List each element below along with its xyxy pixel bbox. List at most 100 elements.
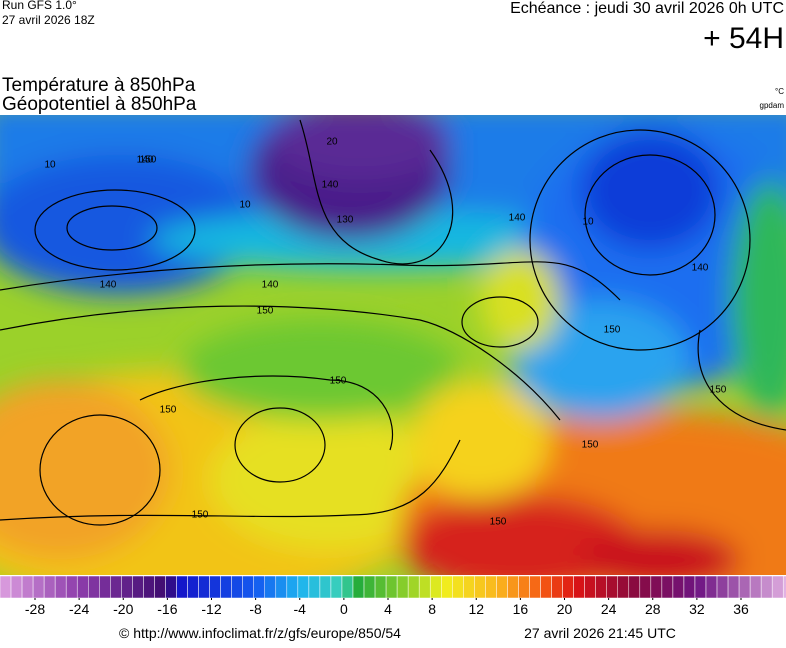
colorbar-tick-label: 24 [601, 601, 617, 617]
colorbar-cell [220, 575, 232, 599]
colorbar-cell [573, 575, 585, 599]
colorbar-cell [21, 575, 34, 599]
colorbar-cell [132, 575, 144, 599]
colorbar-cell [374, 575, 387, 599]
colorbar-cell [551, 575, 563, 599]
colorbar-cell [705, 575, 718, 599]
colorbar-cell [418, 575, 431, 599]
colorbar-cell [650, 575, 663, 599]
colorbar-tick-label: 32 [689, 601, 705, 617]
colorbar-cell [154, 575, 166, 599]
colorbar-cell [672, 575, 685, 599]
colorbar-cell [628, 575, 641, 599]
contour-label: 150 [490, 517, 507, 528]
colorbar-tick-label: -24 [69, 601, 89, 617]
colorbar-tick-label: 20 [557, 601, 573, 617]
colorbar-cell [463, 575, 475, 599]
colorbar-tick-label: -28 [25, 601, 45, 617]
colorbar-cell [661, 575, 674, 599]
colorbar-cell [407, 575, 420, 599]
title: Température à 850hPa [2, 75, 196, 96]
contour-label: 140 [137, 155, 154, 166]
contour-label: 150 [192, 510, 209, 521]
contour-label: 150 [160, 405, 177, 416]
contour-label: 150 [582, 440, 599, 451]
echeance: Echéance : jeudi 30 avril 2026 0h UTC [510, 0, 784, 17]
colorbar-cell [760, 575, 773, 599]
colorbar-cell [88, 575, 100, 599]
colorbar-cell [474, 575, 486, 599]
colorbar-cell [738, 575, 751, 599]
colorbar-cell [176, 575, 188, 599]
unit: gpdam [760, 101, 785, 110]
colorbar-cell [308, 575, 321, 599]
colorbar-tick-label: -12 [201, 601, 221, 617]
colorbar-cell [540, 575, 552, 599]
colorbar-cell [341, 575, 354, 599]
source: © http://www.infoclimat.fr/z/gfs/europe/… [119, 625, 401, 641]
colorbar-cell [617, 575, 630, 599]
colorbar-cell [187, 575, 199, 599]
lead: + 54H [703, 22, 784, 55]
contour-label: 10 [239, 200, 251, 211]
colorbar-cell [452, 575, 464, 599]
colorbar-cell [110, 575, 122, 599]
run: Run GFS 1.0° [2, 0, 77, 12]
title: Géopotentiel à 850hPa [2, 94, 197, 115]
colorbar-cell [771, 575, 784, 599]
colorbar-cell [749, 575, 762, 599]
colorbar-cell [231, 575, 243, 599]
colorbar-cell [143, 575, 155, 599]
unit: °C [775, 87, 784, 96]
contour-label: 150 [604, 325, 621, 336]
colorbar-tick-label: 28 [645, 601, 661, 617]
init: 27 avril 2026 18Z [2, 13, 95, 27]
colorbar-cell [584, 575, 596, 599]
colorbar-cell [253, 575, 265, 599]
colorbar-cell [529, 575, 541, 599]
contour-label: 130 [337, 215, 354, 226]
contour-label: 140 [100, 280, 117, 291]
colorbar-tick-label: 36 [733, 601, 749, 617]
contour-label: 140 [262, 280, 279, 291]
colorbar-cell [429, 575, 442, 599]
contour-label: 140 [322, 180, 339, 191]
contour-label: 140 [692, 263, 709, 274]
colorbar-cell [76, 575, 89, 599]
colorbar-cell [275, 575, 288, 599]
colorbar-cell [694, 575, 707, 599]
colorbar-cell [352, 575, 365, 599]
colorbar-cell [363, 575, 376, 599]
colorbar-cell [562, 575, 574, 599]
colorbar-cell [606, 575, 618, 599]
colorbar-tick-label: 4 [384, 601, 392, 617]
map [0, 115, 786, 575]
colorbar-cell [297, 575, 310, 599]
colorbar-cell [264, 575, 277, 599]
colorbar-cell [32, 575, 45, 599]
colorbar-tick-label: -4 [294, 601, 307, 617]
colorbar-cell [121, 575, 133, 599]
contour-label: 140 [509, 213, 526, 224]
colorbar-cell [396, 575, 409, 599]
colorbar-cell [595, 575, 607, 599]
colorbar-tick-label: 12 [468, 601, 484, 617]
colorbar-tick-label: 16 [513, 601, 529, 617]
colorbar-cell [330, 575, 343, 599]
contour-label: 150 [257, 306, 274, 317]
contour-label: 10 [582, 217, 594, 228]
colorbar-cell [441, 575, 453, 599]
contour-label: 150 [330, 376, 347, 387]
colorbar-cell [99, 575, 111, 599]
contour-label: 20 [326, 137, 338, 148]
colorbar-cell [639, 575, 652, 599]
colorbar-tick-label: 0 [340, 601, 348, 617]
colorbar-tick-label: -16 [157, 601, 177, 617]
colorbar-cell [198, 575, 210, 599]
colorbar-cell [286, 575, 299, 599]
colorbar-cell [10, 575, 23, 599]
colorbar-cell [319, 575, 332, 599]
time: 27 avril 2026 21:45 UTC [524, 625, 676, 641]
colorbar-tick-label: 8 [428, 601, 436, 617]
